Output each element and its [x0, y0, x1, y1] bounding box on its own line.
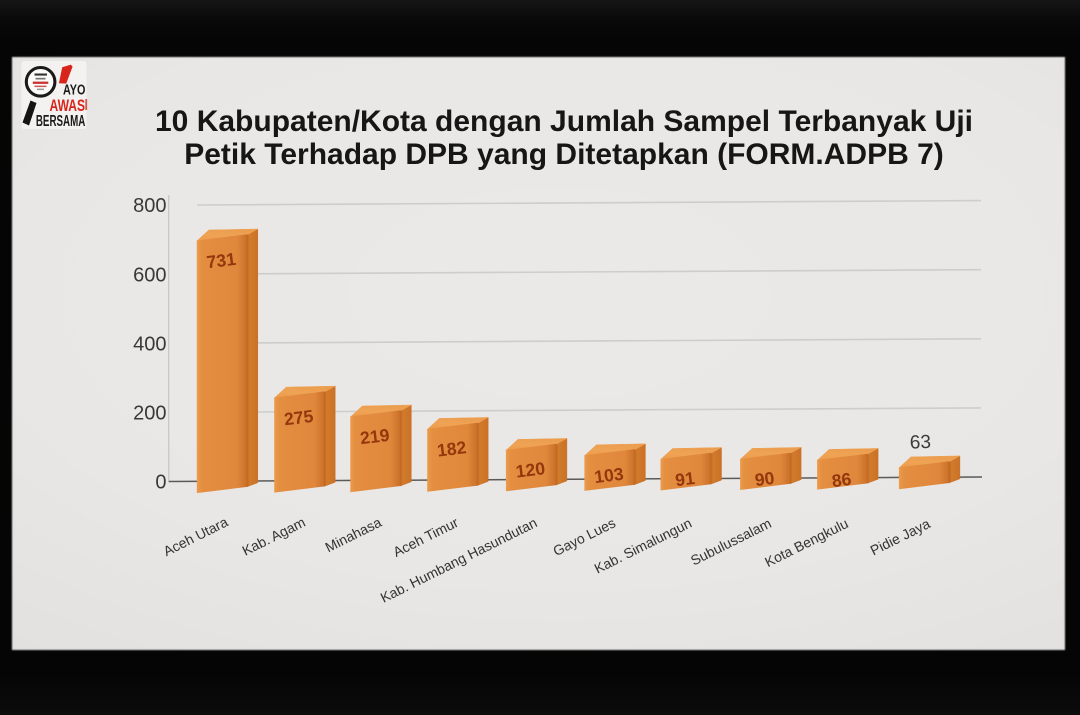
svg-text:Pidie Jaya: Pidie Jaya — [868, 515, 933, 558]
svg-text:BERSAMA: BERSAMA — [36, 113, 86, 130]
svg-text:182: 182 — [436, 437, 468, 460]
svg-text:Kota Bengkulu: Kota Bengkulu — [762, 515, 851, 570]
svg-text:120: 120 — [515, 458, 547, 481]
svg-text:800: 800 — [133, 195, 166, 217]
svg-text:86: 86 — [831, 469, 853, 491]
svg-text:103: 103 — [593, 464, 625, 487]
svg-text:200: 200 — [133, 403, 166, 425]
svg-text:63: 63 — [909, 432, 931, 454]
svg-text:Kab. Agam: Kab. Agam — [239, 514, 307, 559]
svg-text:AYO: AYO — [63, 82, 86, 98]
svg-text:Aceh Timur: Aceh Timur — [390, 514, 461, 560]
svg-text:Subulussalam: Subulussalam — [688, 515, 774, 569]
svg-text:400: 400 — [133, 333, 166, 355]
svg-text:219: 219 — [359, 425, 391, 448]
svg-text:0: 0 — [155, 472, 166, 494]
svg-text:275: 275 — [283, 406, 315, 429]
svg-text:91: 91 — [674, 468, 696, 490]
svg-text:Aceh Utara: Aceh Utara — [161, 513, 231, 559]
svg-text:90: 90 — [754, 468, 776, 490]
svg-text:600: 600 — [133, 264, 166, 286]
svg-text:Minahasa: Minahasa — [322, 514, 384, 555]
svg-text:731: 731 — [205, 249, 237, 272]
svg-text:Gayo Lues: Gayo Lues — [550, 514, 618, 559]
svg-text:AWAS: AWAS — [50, 96, 86, 115]
